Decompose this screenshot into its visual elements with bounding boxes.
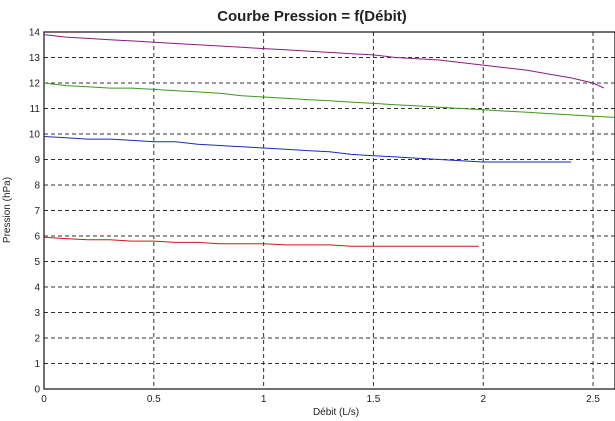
y-tick-label: 5 [34, 257, 40, 268]
y-tick-label: 3 [34, 308, 40, 319]
y-tick-label: 1 [34, 359, 40, 370]
y-tick-label: 11 [30, 104, 41, 115]
x-tick-label: 0.5 [147, 394, 161, 405]
x-tick-label: 0 [41, 394, 47, 405]
y-tick-label: 10 [29, 130, 41, 141]
series-line [43, 34, 605, 89]
x-tick-label: 2 [480, 394, 486, 405]
plot-frame [43, 31, 615, 390]
y-tick-label: 6 [34, 232, 40, 243]
x-axis-label: Débit (L/s) [313, 407, 359, 418]
y-tick-label: 12 [29, 79, 41, 90]
y-tick-label: 9 [34, 155, 40, 166]
y-tick-label: 0 [34, 385, 40, 396]
x-tick-label: 1 [261, 394, 267, 405]
chart-title: Courbe Pression = f(Débit) [217, 8, 407, 25]
series-line [43, 136, 572, 163]
y-axis-label: Pression (hPa) [2, 177, 13, 243]
x-tick-label: 1.5 [366, 394, 380, 405]
y-tick-label: 7 [34, 206, 40, 217]
grid [44, 32, 615, 389]
y-tick-label: 2 [34, 334, 40, 345]
y-tick-label: 14 [29, 28, 41, 39]
y-tick-label: 4 [34, 283, 40, 294]
x-tick-label: 2.5 [586, 394, 600, 405]
series-line [43, 82, 615, 118]
series-line [43, 236, 479, 247]
y-tick-label: 13 [29, 53, 41, 64]
series-layer [43, 34, 615, 247]
y-tick-label: 8 [34, 181, 40, 192]
